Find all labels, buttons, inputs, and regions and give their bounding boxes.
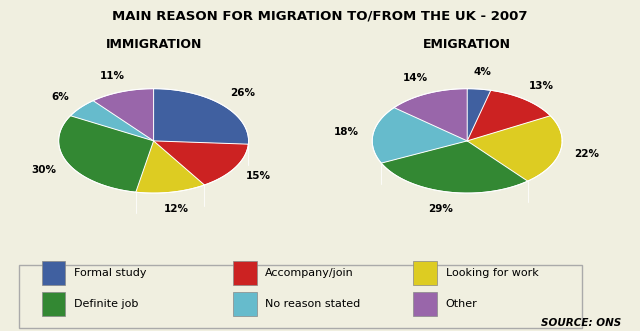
- Text: 11%: 11%: [100, 71, 125, 81]
- Text: 14%: 14%: [403, 73, 428, 83]
- Bar: [42, 293, 65, 316]
- Text: Looking for work: Looking for work: [445, 268, 538, 278]
- Bar: [233, 261, 257, 285]
- Text: Other: Other: [445, 300, 477, 309]
- Text: SOURCE: ONS: SOURCE: ONS: [541, 318, 621, 328]
- Polygon shape: [93, 89, 154, 141]
- Text: Definite job: Definite job: [74, 300, 138, 309]
- Bar: [42, 261, 65, 285]
- Bar: [413, 293, 437, 316]
- Text: 29%: 29%: [428, 204, 453, 213]
- Text: 13%: 13%: [529, 81, 554, 91]
- Text: 6%: 6%: [51, 92, 69, 102]
- Text: Accompany/join: Accompany/join: [266, 268, 354, 278]
- Text: MAIN REASON FOR MIGRATION TO/FROM THE UK - 2007: MAIN REASON FOR MIGRATION TO/FROM THE UK…: [112, 10, 528, 23]
- Polygon shape: [467, 116, 562, 181]
- Polygon shape: [467, 89, 491, 141]
- Text: 26%: 26%: [230, 88, 255, 98]
- Bar: [233, 293, 257, 316]
- Polygon shape: [381, 141, 528, 193]
- Polygon shape: [372, 108, 467, 163]
- Polygon shape: [394, 89, 467, 141]
- Polygon shape: [154, 141, 248, 185]
- Text: 22%: 22%: [574, 149, 599, 159]
- Polygon shape: [70, 101, 154, 141]
- Text: 15%: 15%: [246, 171, 271, 181]
- Text: 30%: 30%: [31, 166, 56, 175]
- Title: IMMIGRATION: IMMIGRATION: [106, 38, 202, 51]
- Polygon shape: [136, 141, 205, 193]
- Text: 12%: 12%: [164, 204, 189, 214]
- Text: 4%: 4%: [474, 67, 492, 77]
- Polygon shape: [59, 116, 154, 192]
- Title: EMIGRATION: EMIGRATION: [423, 38, 511, 51]
- Polygon shape: [154, 89, 248, 144]
- Text: Formal study: Formal study: [74, 268, 147, 278]
- Text: 18%: 18%: [334, 127, 359, 137]
- Bar: [413, 261, 437, 285]
- Text: No reason stated: No reason stated: [266, 300, 360, 309]
- Polygon shape: [467, 90, 550, 141]
